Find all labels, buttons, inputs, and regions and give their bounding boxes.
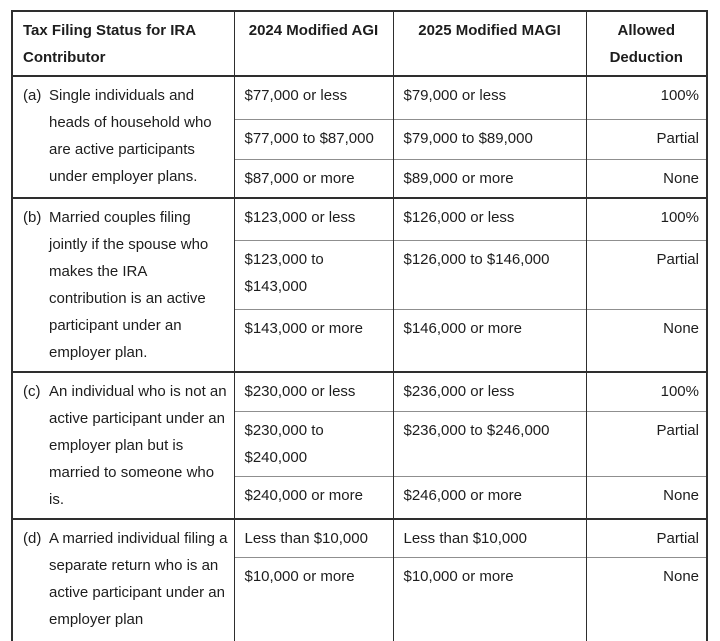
agi-2024-cell: $230,000 to $240,000 xyxy=(233,411,393,477)
agi-2024-cell: $123,000 to $143,000 xyxy=(233,239,393,310)
group-label: (c) xyxy=(23,382,41,400)
table-row: $143,000 or more $146,000 or more None xyxy=(12,309,707,372)
table-row: (a) Single individuals and heads of hous… xyxy=(11,75,707,198)
filing-status-content: (c) An individual who is not an active p… xyxy=(23,378,228,513)
allowed-deduction-cell: 100% xyxy=(585,196,707,241)
group-label: (d) xyxy=(23,529,42,547)
table-row: (c) An individual who is not an active p… xyxy=(11,370,707,519)
agi-2024-cell: $10,000 or more xyxy=(233,556,393,641)
header-allowed-deduction: Allowed Deduction xyxy=(585,11,707,77)
group-description: A married individual filing a separate r… xyxy=(49,529,228,628)
magi-2025-cell: Less than $10,000 xyxy=(392,517,586,557)
group-label: (a) xyxy=(23,87,42,104)
agi-2024-cell: $87,000 or more xyxy=(233,158,393,198)
filing-status-cell-c: (c) An individual who is not an active p… xyxy=(11,370,234,519)
magi-2025-cell: $236,000 to $246,000 xyxy=(392,411,586,477)
header-filing-status: Tax Filing Status for IRA Contributor xyxy=(11,11,234,77)
ira-deduction-table: Tax Filing Status for IRA Contributor 20… xyxy=(11,10,708,641)
table-row: $10,000 or more $10,000 or more None xyxy=(12,556,707,641)
magi-2025-cell: $236,000 or less xyxy=(392,370,586,412)
allowed-deduction-cell: Partial xyxy=(585,118,707,159)
agi-2024-cell: $77,000 or less xyxy=(233,75,393,119)
header-2024-agi: 2024 Modified AGI xyxy=(233,11,393,77)
table-row: $123,000 to $143,000 $126,000 to $146,00… xyxy=(12,239,707,310)
allowed-deduction-cell: None xyxy=(585,158,707,198)
magi-2025-cell: $126,000 or less xyxy=(392,196,586,241)
filing-status-content: (d) A married individual filing a separa… xyxy=(23,525,228,633)
group-label: (b) xyxy=(23,208,42,226)
table-row: (b) Married couples filing jointly if th… xyxy=(11,196,707,372)
magi-2025-cell: $79,000 or less xyxy=(392,75,586,119)
group-description: An individual who is not an active parti… xyxy=(49,382,227,508)
agi-2024-cell: $143,000 or more xyxy=(233,309,393,372)
allowed-deduction-cell: 100% xyxy=(585,370,707,412)
magi-2025-cell: $10,000 or more xyxy=(392,556,586,641)
table-row: $240,000 or more $246,000 or more None xyxy=(12,476,707,519)
filing-status-content: (b) Married couples filing jointly if th… xyxy=(23,204,228,366)
table-row: $87,000 or more $89,000 or more None xyxy=(12,158,707,198)
filing-status-cell-b: (b) Married couples filing jointly if th… xyxy=(11,196,234,372)
magi-2025-cell: $146,000 or more xyxy=(392,309,586,372)
allowed-deduction-cell: None xyxy=(585,309,707,372)
agi-2024-cell: Less than $10,000 xyxy=(233,517,393,557)
filing-status-cell-d: (d) A married individual filing a separa… xyxy=(11,517,234,641)
group-description: Single individuals and heads of househol… xyxy=(49,87,212,185)
table-row: $230,000 to $240,000 $236,000 to $246,00… xyxy=(12,411,707,477)
magi-2025-cell: $89,000 or more xyxy=(392,158,586,198)
allowed-deduction-cell: None xyxy=(585,476,707,519)
agi-2024-cell: $123,000 or less xyxy=(233,196,393,241)
filing-status-content: (a) Single individuals and heads of hous… xyxy=(23,82,228,190)
agi-2024-cell: $240,000 or more xyxy=(233,476,393,519)
allowed-deduction-cell: 100% xyxy=(585,75,707,119)
allowed-deduction-cell: Partial xyxy=(585,239,707,310)
filing-status-cell-a: (a) Single individuals and heads of hous… xyxy=(11,75,234,198)
table-row: $77,000 to $87,000 $79,000 to $89,000 Pa… xyxy=(12,118,707,159)
header-2025-magi: 2025 Modified MAGI xyxy=(392,11,586,77)
magi-2025-cell: $79,000 to $89,000 xyxy=(392,118,586,159)
header-row: Tax Filing Status for IRA Contributor 20… xyxy=(11,11,707,77)
allowed-deduction-cell: Partial xyxy=(585,517,707,557)
agi-2024-cell: $77,000 to $87,000 xyxy=(233,118,393,159)
magi-2025-cell: $246,000 or more xyxy=(392,476,586,519)
magi-2025-cell: $126,000 to $146,000 xyxy=(392,239,586,310)
group-description: Married couples filing jointly if the sp… xyxy=(49,208,209,361)
allowed-deduction-cell: Partial xyxy=(585,411,707,477)
allowed-deduction-cell: None xyxy=(585,556,707,641)
agi-2024-cell: $230,000 or less xyxy=(233,370,393,412)
table-row: (d) A married individual filing a separa… xyxy=(11,517,707,641)
